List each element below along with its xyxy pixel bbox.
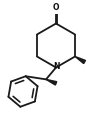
Polygon shape bbox=[46, 79, 57, 85]
Polygon shape bbox=[75, 57, 85, 64]
Text: O: O bbox=[52, 3, 59, 12]
Text: N: N bbox=[53, 62, 60, 71]
